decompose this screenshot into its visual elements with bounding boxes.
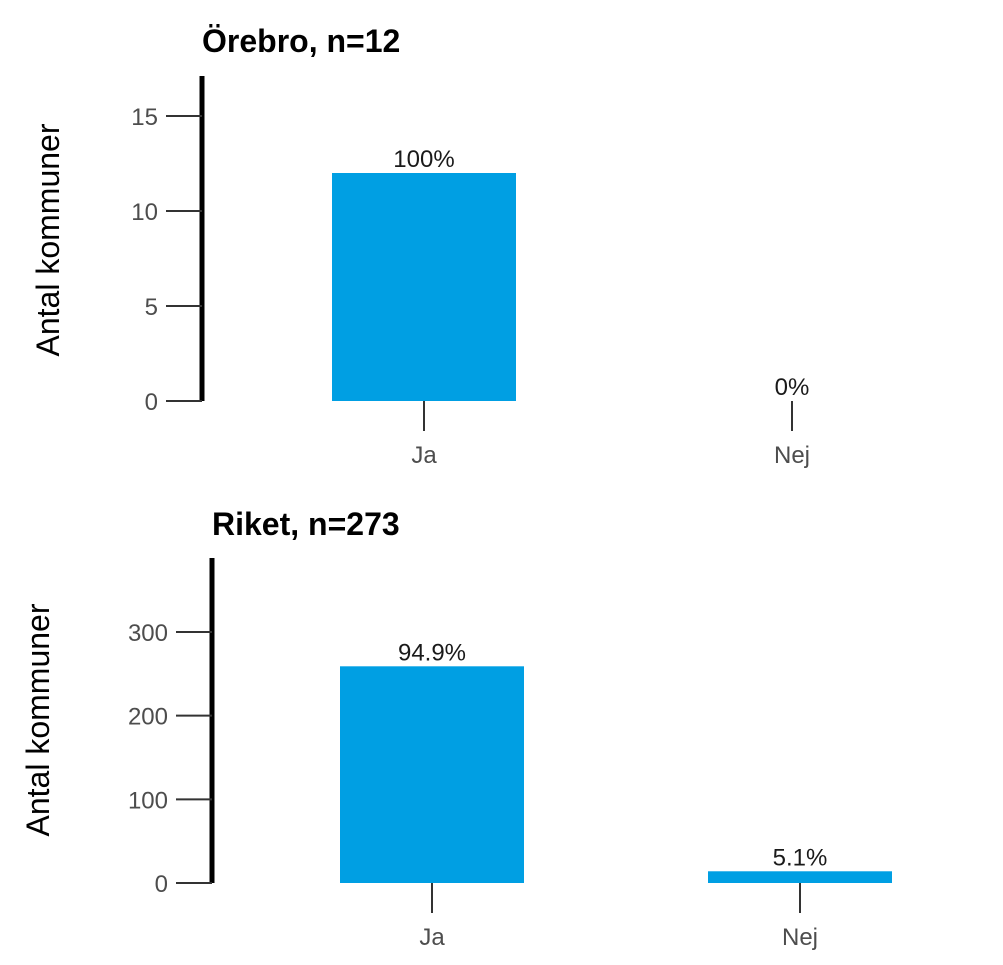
y-axis-label: Antal kommuner: [20, 603, 56, 836]
bars: 100% 0%: [332, 146, 809, 401]
y-axis-label: Antal kommuner: [30, 123, 66, 356]
y-tick-label: 15: [131, 104, 158, 131]
bar-data-label: 0%: [775, 374, 810, 401]
chart-orebro: Örebro, n=12 Antal kommuner 0 5 10 15 100% 0…: [30, 23, 810, 469]
x-tick-label: Ja: [419, 924, 445, 951]
y-tick-label: 100: [128, 787, 168, 814]
bar-data-label: 5.1%: [773, 844, 828, 871]
bars: 94.9% 5.1%: [340, 639, 892, 883]
y-axis-ticks: 0 100 200 300: [128, 620, 212, 898]
y-tick-label: 0: [155, 871, 168, 898]
x-tick-label: Nej: [782, 924, 818, 951]
chart-title: Riket, n=273: [212, 506, 400, 542]
bar-nej: [708, 871, 892, 883]
bar-ja: [340, 666, 524, 883]
chart-title: Örebro, n=12: [202, 23, 400, 59]
bar-data-label: 94.9%: [398, 639, 466, 666]
bar-ja: [332, 173, 516, 401]
y-tick-label: 10: [131, 199, 158, 226]
chart-riket: Riket, n=273 Antal kommuner 0 100 200 300 9…: [20, 506, 892, 951]
bar-data-label: 100%: [393, 146, 454, 173]
x-axis-ticks: Ja Nej: [419, 883, 818, 951]
x-tick-label: Nej: [774, 442, 810, 469]
y-tick-label: 0: [145, 389, 158, 416]
x-axis-ticks: Ja Nej: [411, 401, 810, 469]
x-tick-label: Ja: [411, 442, 437, 469]
y-tick-label: 5: [145, 294, 158, 321]
y-tick-label: 300: [128, 620, 168, 647]
y-tick-label: 200: [128, 704, 168, 731]
y-axis-ticks: 0 5 10 15: [131, 104, 202, 416]
